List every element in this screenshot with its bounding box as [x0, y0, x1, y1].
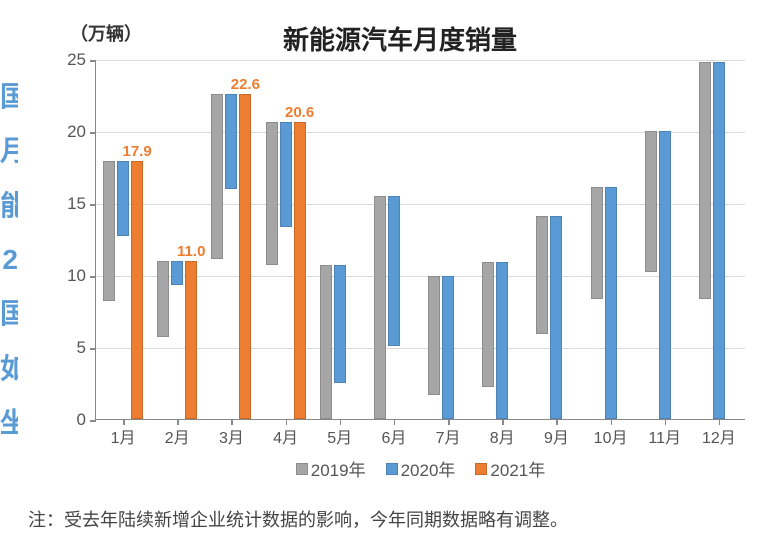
- x-tick-label: 1月: [96, 419, 150, 448]
- bar-value-label: 11.0: [177, 243, 205, 260]
- x-tick-label: 3月: [204, 419, 258, 448]
- legend-swatch: [296, 463, 308, 475]
- bar-value-label: 17.9: [122, 143, 151, 160]
- footnote: 注：受去年陆续新增企业统计数据的影响，今年同期数据略有调整。: [28, 506, 568, 532]
- bar: [225, 94, 237, 189]
- bar: [645, 131, 657, 272]
- legend: 2019年 2020年 2021年: [96, 456, 745, 481]
- bar: [713, 62, 725, 419]
- category-group: 7月: [421, 276, 475, 419]
- legend-swatch: [386, 463, 398, 475]
- legend-swatch: [475, 463, 487, 475]
- bar: 20.6: [294, 122, 306, 419]
- bar: [374, 196, 386, 419]
- category-group: 12月: [692, 62, 746, 419]
- x-tick-label: 11月: [638, 419, 692, 448]
- y-tick-label: 10: [67, 266, 96, 286]
- legend-label: 2020年: [401, 456, 456, 481]
- bar: [280, 122, 292, 227]
- y-tick-label: 25: [67, 50, 96, 70]
- bar: [103, 161, 115, 301]
- category-group: 8月: [475, 262, 529, 419]
- bar: [659, 131, 671, 419]
- bar: [171, 261, 183, 285]
- category-group: 20.64月: [259, 122, 313, 419]
- legend-label: 2019年: [311, 456, 366, 481]
- chart-title: 新能源汽车月度销量: [40, 20, 760, 57]
- x-tick-label: 5月: [313, 419, 367, 448]
- bar: 11.0: [185, 261, 197, 419]
- y-axis-label: （万辆）: [70, 20, 142, 46]
- y-tick-label: 20: [67, 122, 96, 142]
- category-group: 10月: [584, 187, 638, 419]
- legend-item: 2021年: [475, 456, 545, 481]
- legend-label: 2021年: [490, 456, 545, 481]
- bar: [388, 196, 400, 346]
- category-group: 6月: [367, 196, 421, 419]
- x-tick-label: 7月: [421, 419, 475, 448]
- bar: [266, 122, 278, 265]
- x-tick-label: 10月: [584, 419, 638, 448]
- y-tick-label: 0: [77, 410, 96, 430]
- bar: [211, 94, 223, 260]
- bar: [605, 187, 617, 419]
- bar-value-label: 20.6: [285, 104, 314, 121]
- bar: [320, 265, 332, 419]
- category-group: 11.02月: [150, 261, 204, 419]
- x-tick-label: 9月: [529, 419, 583, 448]
- x-tick-label: 6月: [367, 419, 421, 448]
- y-tick-label: 15: [67, 194, 96, 214]
- bar: [442, 276, 454, 419]
- bar: [117, 161, 129, 236]
- category-group: 22.63月: [204, 94, 258, 419]
- bar: [428, 276, 440, 394]
- bar: [496, 262, 508, 419]
- bar: 22.6: [239, 94, 251, 419]
- bar: [536, 216, 548, 334]
- legend-item: 2020年: [386, 456, 456, 481]
- chart-container: 新能源汽车月度销量 （万辆） 2019年 2020年 2021年 0 5 10 15 20 2…: [40, 20, 760, 490]
- x-tick-label: 2月: [150, 419, 204, 448]
- bar: 17.9: [131, 161, 143, 419]
- x-tick-label: 12月: [692, 419, 746, 448]
- plot-area: 2019年2020年2021年 051015202517.91月11.02月22…: [95, 60, 745, 420]
- bar: [157, 261, 169, 337]
- bar: [550, 216, 562, 419]
- bar: [334, 265, 346, 383]
- y-tick-label: 5: [77, 338, 96, 358]
- left-edge-decor: 国月能2国如坐: [0, 70, 18, 450]
- x-tick-label: 4月: [259, 419, 313, 448]
- category-group: 5月: [313, 265, 367, 419]
- legend-item: 2019年: [296, 456, 366, 481]
- grid-line: [96, 60, 745, 61]
- bar: [699, 62, 711, 300]
- category-group: 11月: [638, 131, 692, 419]
- bar: [591, 187, 603, 299]
- bar-value-label: 22.6: [231, 76, 260, 93]
- bar: [482, 262, 494, 387]
- x-tick-label: 8月: [475, 419, 529, 448]
- category-group: 9月: [529, 216, 583, 419]
- category-group: 17.91月: [96, 161, 150, 419]
